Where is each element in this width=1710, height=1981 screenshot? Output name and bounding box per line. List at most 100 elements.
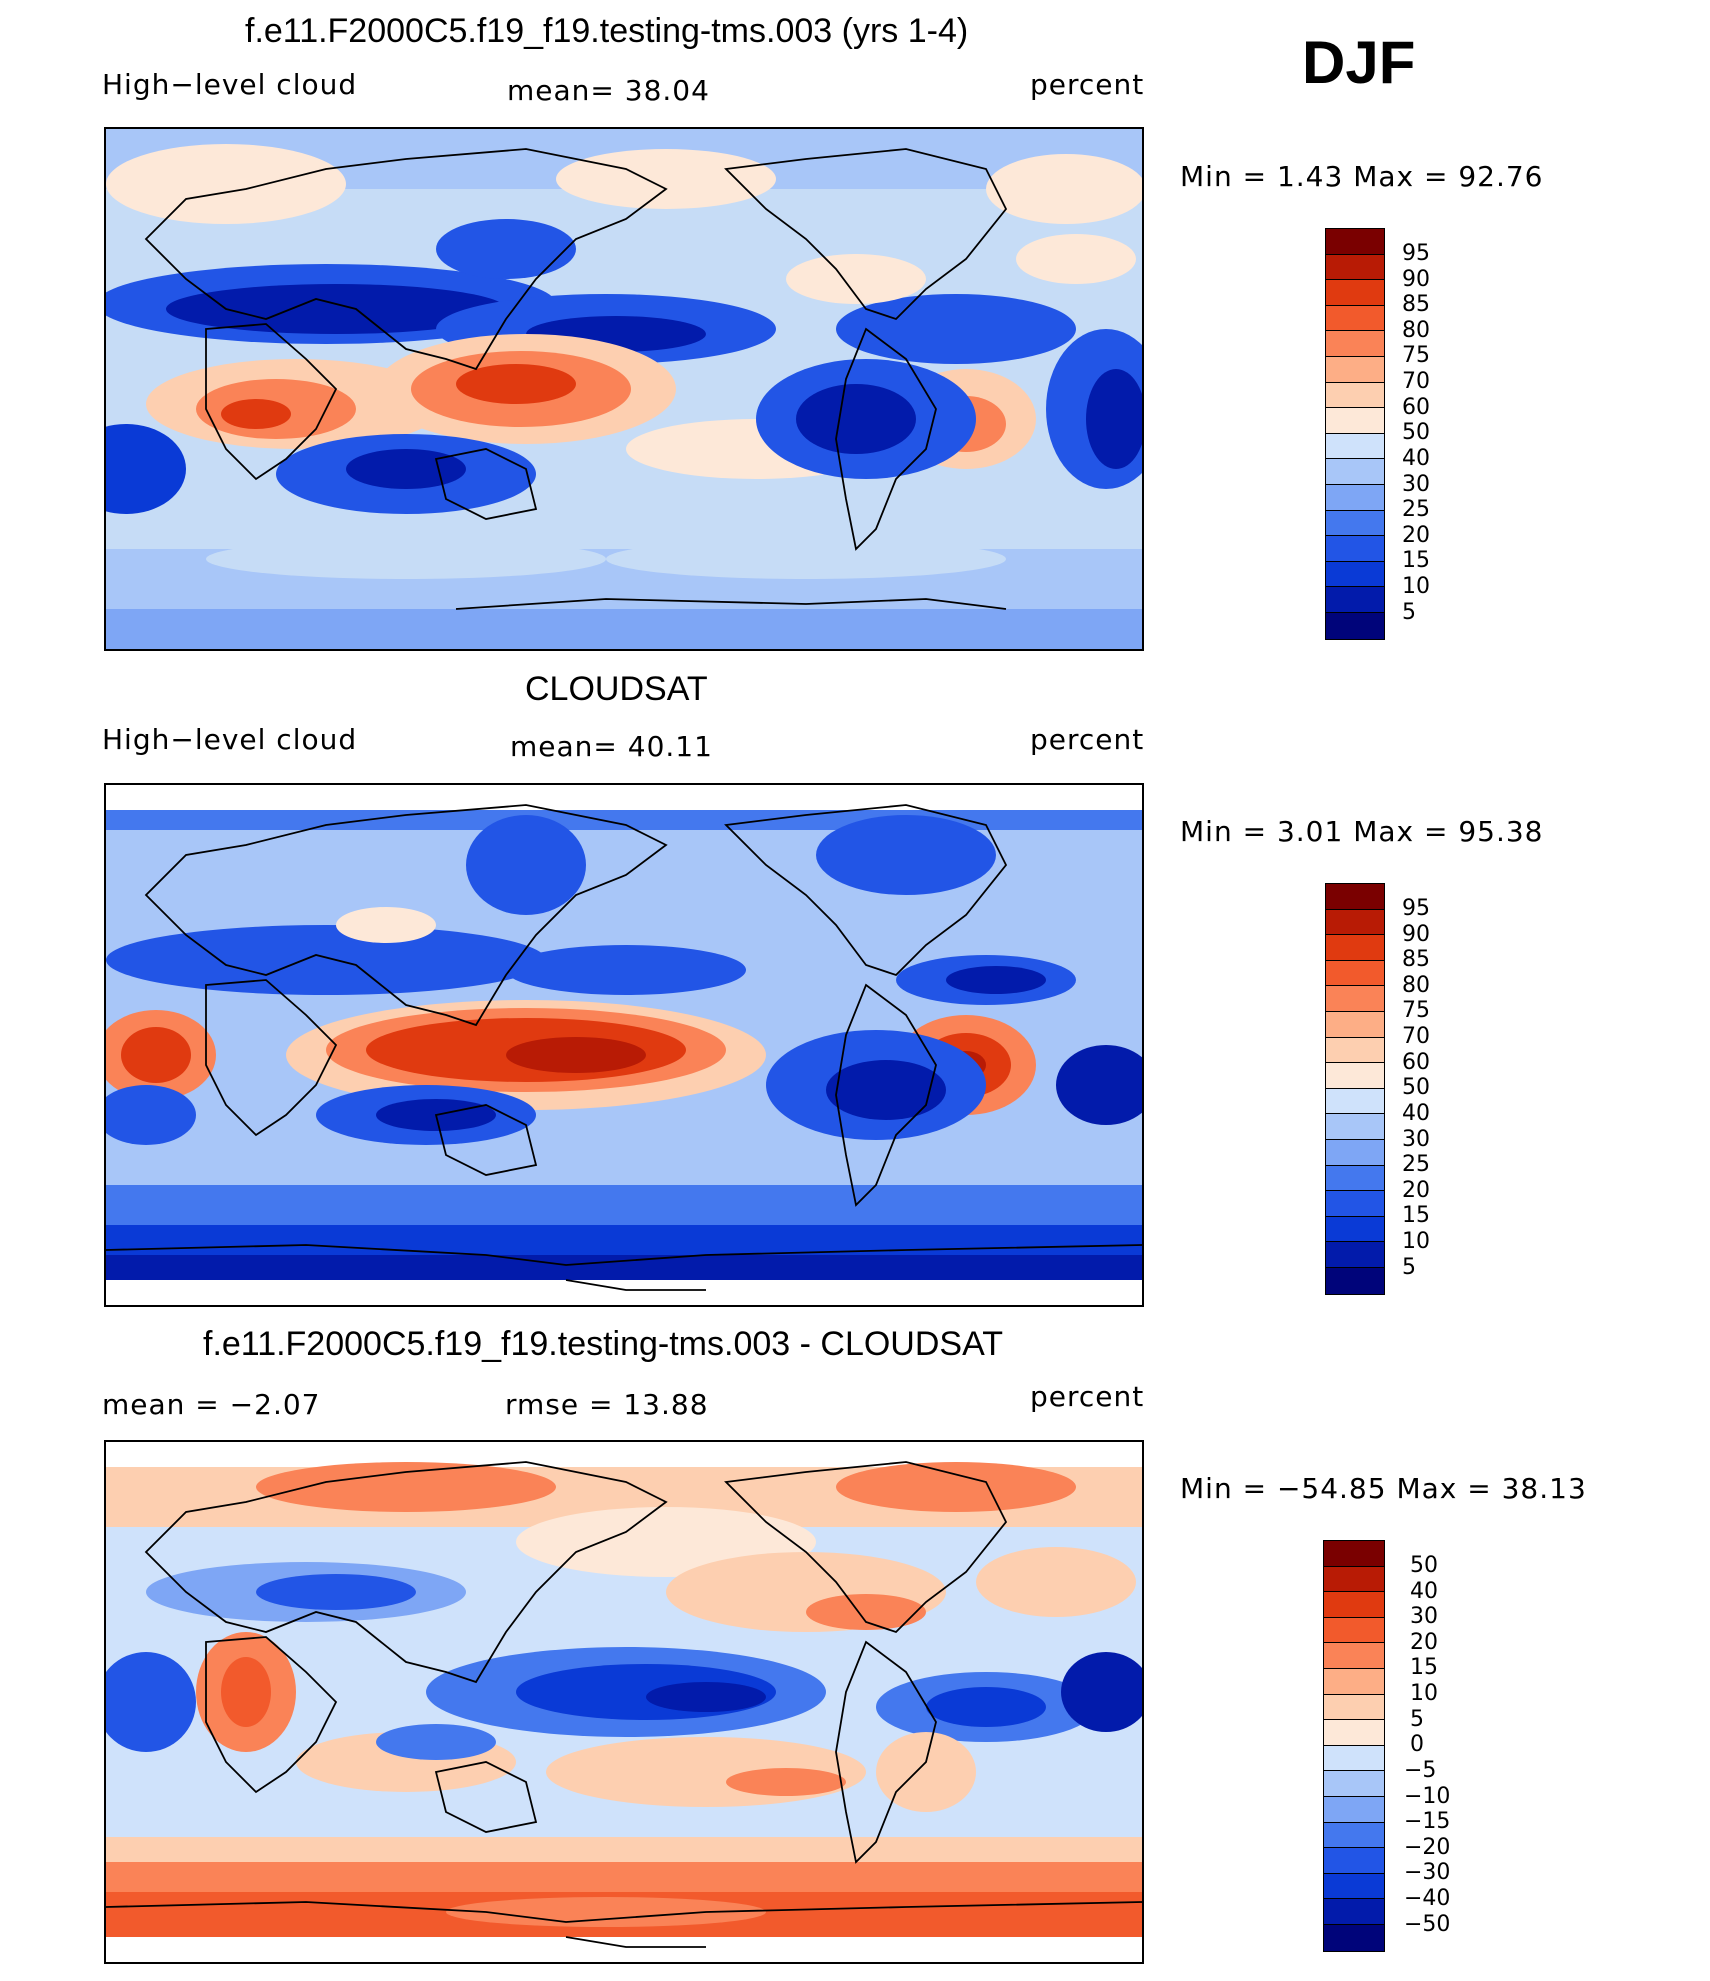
colorbar-swatch bbox=[1326, 510, 1384, 537]
colorbar-swatch bbox=[1326, 884, 1384, 910]
colorbar-tick: 70 bbox=[1402, 1024, 1430, 1049]
panel-2-map bbox=[104, 783, 1144, 1307]
colorbar-swatch bbox=[1324, 1566, 1384, 1593]
colorbar-tick: −40 bbox=[1404, 1886, 1451, 1911]
colorbar-swatch bbox=[1326, 909, 1384, 936]
colorbar-tick: −30 bbox=[1404, 1860, 1451, 1885]
colorbar-swatch bbox=[1326, 1267, 1384, 1294]
colorbar-swatch bbox=[1326, 280, 1384, 306]
colorbar-tick: 60 bbox=[1402, 395, 1430, 420]
panel-2-variable-label: High−level cloud bbox=[102, 723, 358, 756]
colorbar-swatch bbox=[1326, 1114, 1384, 1140]
colorbar-tick: 80 bbox=[1402, 973, 1430, 998]
colorbar-tick: 25 bbox=[1402, 1152, 1430, 1177]
colorbar-tick: 85 bbox=[1402, 947, 1430, 972]
colorbar-swatch bbox=[1326, 1242, 1384, 1268]
colorbar-swatch bbox=[1326, 331, 1384, 357]
colorbar-tick: 60 bbox=[1402, 1050, 1430, 1075]
panel-2-colorbar bbox=[1325, 883, 1385, 1295]
colorbar-tick: 5 bbox=[1410, 1707, 1424, 1732]
colorbar-tick: 90 bbox=[1402, 267, 1430, 292]
colorbar-tick: 75 bbox=[1402, 998, 1430, 1023]
colorbar-swatch bbox=[1324, 1873, 1384, 1900]
colorbar-tick: 25 bbox=[1402, 497, 1430, 522]
colorbar-swatch bbox=[1326, 935, 1384, 961]
colorbar-swatch bbox=[1326, 960, 1384, 987]
panel-1-map bbox=[104, 127, 1144, 651]
colorbar-swatch bbox=[1326, 229, 1384, 255]
colorbar-tick: 40 bbox=[1402, 446, 1430, 471]
colorbar-tick: 20 bbox=[1402, 1178, 1430, 1203]
colorbar-tick: 5 bbox=[1402, 1255, 1416, 1280]
panel-3-map bbox=[104, 1440, 1144, 1964]
colorbar-swatch bbox=[1324, 1643, 1384, 1669]
colorbar-tick: 30 bbox=[1402, 472, 1430, 497]
panel-3-colorbar bbox=[1323, 1540, 1385, 1952]
colorbar-swatch bbox=[1326, 254, 1384, 281]
colorbar-tick: 10 bbox=[1410, 1681, 1438, 1706]
colorbar-tick: 40 bbox=[1402, 1101, 1430, 1126]
panel-3-mean-label: mean = −2.07 bbox=[102, 1388, 321, 1421]
colorbar-tick: 5 bbox=[1402, 600, 1416, 625]
colorbar-tick: 20 bbox=[1402, 523, 1430, 548]
colorbar-tick: 15 bbox=[1402, 1203, 1430, 1228]
panel-3-rmse-label: rmse = 13.88 bbox=[505, 1388, 709, 1421]
colorbar-tick: 0 bbox=[1410, 1732, 1424, 1757]
panel-1-colorbar bbox=[1325, 228, 1385, 640]
colorbar-tick: 15 bbox=[1410, 1655, 1438, 1680]
colorbar-tick: 95 bbox=[1402, 241, 1430, 266]
colorbar-swatch bbox=[1326, 382, 1384, 409]
panel-1-variable-label: High−level cloud bbox=[102, 68, 358, 101]
colorbar-tick: 50 bbox=[1402, 1075, 1430, 1100]
panel-1-mean-label: mean= 38.04 bbox=[507, 74, 710, 107]
colorbar-tick: 75 bbox=[1402, 343, 1430, 368]
colorbar-swatch bbox=[1326, 1139, 1384, 1166]
panel-1-minmax: Min = 1.43 Max = 92.76 bbox=[1180, 160, 1544, 193]
colorbar-swatch bbox=[1324, 1848, 1384, 1874]
colorbar-swatch bbox=[1324, 1668, 1384, 1695]
colorbar-swatch bbox=[1326, 1088, 1384, 1115]
colorbar-swatch bbox=[1326, 433, 1384, 460]
colorbar-tick: −20 bbox=[1404, 1835, 1451, 1860]
colorbar-swatch bbox=[1324, 1617, 1384, 1644]
colorbar-swatch bbox=[1326, 587, 1384, 613]
colorbar-swatch bbox=[1326, 986, 1384, 1012]
colorbar-swatch bbox=[1324, 1720, 1384, 1746]
colorbar-swatch bbox=[1326, 305, 1384, 332]
colorbar-swatch bbox=[1324, 1592, 1384, 1618]
colorbar-tick: 50 bbox=[1410, 1553, 1438, 1578]
colorbar-swatch bbox=[1324, 1924, 1384, 1951]
colorbar-swatch bbox=[1326, 536, 1384, 562]
colorbar-swatch bbox=[1324, 1771, 1384, 1797]
panel-1-units-label: percent bbox=[1030, 68, 1145, 101]
colorbar-tick: −15 bbox=[1404, 1809, 1451, 1834]
colorbar-swatch bbox=[1326, 612, 1384, 639]
panel-2-units-label: percent bbox=[1030, 723, 1145, 756]
colorbar-tick: 10 bbox=[1402, 1229, 1430, 1254]
colorbar-tick: 90 bbox=[1402, 922, 1430, 947]
panel-3-minmax: Min = −54.85 Max = 38.13 bbox=[1180, 1472, 1587, 1505]
panel-1-title: f.e11.F2000C5.f19_f19.testing-tms.003 (y… bbox=[245, 12, 969, 50]
season-label: DJF bbox=[1302, 29, 1416, 96]
colorbar-tick: 15 bbox=[1402, 548, 1430, 573]
panel-3-units-label: percent bbox=[1030, 1380, 1145, 1413]
colorbar-swatch bbox=[1324, 1899, 1384, 1925]
colorbar-swatch bbox=[1324, 1745, 1384, 1772]
colorbar-swatch bbox=[1326, 484, 1384, 511]
colorbar-tick: 40 bbox=[1410, 1579, 1438, 1604]
colorbar-swatch bbox=[1324, 1796, 1384, 1823]
panel-2-title: CLOUDSAT bbox=[525, 670, 708, 708]
colorbar-tick: 20 bbox=[1410, 1630, 1438, 1655]
panel-3-title: f.e11.F2000C5.f19_f19.testing-tms.003 - … bbox=[203, 1325, 1004, 1363]
colorbar-swatch bbox=[1326, 408, 1384, 434]
colorbar-swatch bbox=[1326, 1063, 1384, 1089]
colorbar-swatch bbox=[1326, 1165, 1384, 1192]
colorbar-tick: 30 bbox=[1402, 1127, 1430, 1152]
colorbar-tick: −5 bbox=[1404, 1758, 1437, 1783]
colorbar-tick: 95 bbox=[1402, 896, 1430, 921]
colorbar-swatch bbox=[1326, 1191, 1384, 1217]
colorbar-swatch bbox=[1324, 1694, 1384, 1721]
colorbar-tick: 80 bbox=[1402, 318, 1430, 343]
panel-2-minmax: Min = 3.01 Max = 95.38 bbox=[1180, 815, 1544, 848]
colorbar-swatch bbox=[1324, 1822, 1384, 1849]
